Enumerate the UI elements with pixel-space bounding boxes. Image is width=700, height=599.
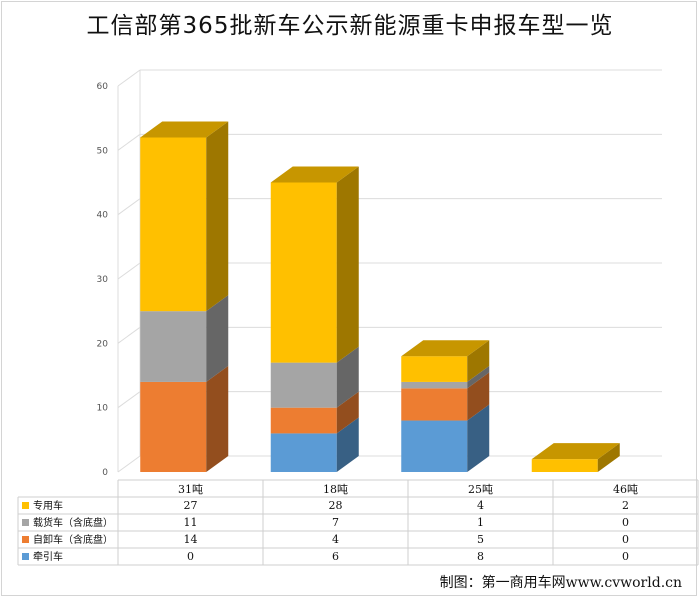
table-cell: 1 [477,516,484,529]
bar-segment-side [467,340,490,382]
credit-text: 制图：第一商用车网www.cvworld.cn [439,575,682,591]
bar-segment-side [467,372,490,421]
bar-segment [401,388,468,421]
gridline-side [117,455,141,473]
bar-segment-side [206,121,229,312]
bar-top-face [531,443,620,460]
table-cell: 0 [187,550,194,563]
bar-segment-side [336,166,359,363]
bar-segment-side [206,365,229,472]
bars-layer [140,121,620,472]
legend-swatch [22,502,29,509]
bar-segment [531,459,598,472]
bar-segment-side [336,417,359,472]
table-cell: 28 [329,499,343,512]
table-cell: 0 [622,533,629,546]
table-cell: 11 [184,516,198,529]
table-cell: 14 [184,533,198,546]
gridline-side [117,198,141,216]
bar-top-face [140,121,229,138]
y-tick-label: 20 [97,339,109,349]
table-cell: 27 [184,499,198,512]
gridline-side [117,326,141,344]
table-cell: 4 [477,499,484,512]
bar-segment [270,433,337,472]
gridline-side [117,69,141,87]
legend-swatch [22,553,29,560]
bar-top-face [401,340,490,357]
gridline-side [117,391,141,409]
y-tick-label: 30 [97,275,109,285]
table-cell: 2 [622,499,629,512]
y-tick-label: 10 [97,404,109,414]
table-cell: 4 [332,533,339,546]
table-cell: 5 [477,533,484,546]
table-cell: 0 [622,516,629,529]
legend-swatch [22,519,29,526]
bar-segment [140,137,207,312]
category-label: 25吨 [468,483,493,496]
legend-label: 专用车 [33,499,63,512]
bar-segment-side [597,443,620,472]
table-cell: 0 [622,550,629,563]
y-tick-label: 40 [97,211,109,221]
legend-label: 自卸车（含底盘） [33,533,113,546]
bar-segment-side [206,295,229,382]
table-cell: 7 [332,516,339,529]
y-axis: 0 10 20 30 40 50 60 [97,82,109,478]
legend-label: 载货车（含底盘） [33,516,113,529]
bar-segment [140,311,207,382]
gridline-side [117,262,141,280]
legend-swatch [22,536,29,543]
gridline-side [117,133,141,151]
y-tick-label: 0 [102,468,108,478]
bar-segment [140,381,207,472]
y-tick-label: 60 [97,82,109,92]
category-label: 46吨 [613,483,638,496]
bar-segment [401,420,468,472]
bar-segment [270,362,337,408]
bar-segment [270,407,337,434]
bar-segment-side [467,365,490,389]
bar-segment [401,381,468,389]
bar-segment [401,356,468,382]
chart-title: 工信部第365批新车公示新能源重卡申报车型一览 [86,13,614,39]
table-cell: 6 [332,550,339,563]
y-tick-label: 50 [97,146,109,156]
legend-label: 牵引车 [33,550,63,563]
bar-segment-side [336,391,359,434]
bar-segment [270,182,337,363]
bar-top-face [270,166,359,183]
table-cell: 8 [477,550,484,563]
bar-segment-side [336,346,359,408]
bar-segment-side [467,404,490,472]
category-label: 31吨 [178,483,203,496]
category-label: 18吨 [323,483,348,496]
